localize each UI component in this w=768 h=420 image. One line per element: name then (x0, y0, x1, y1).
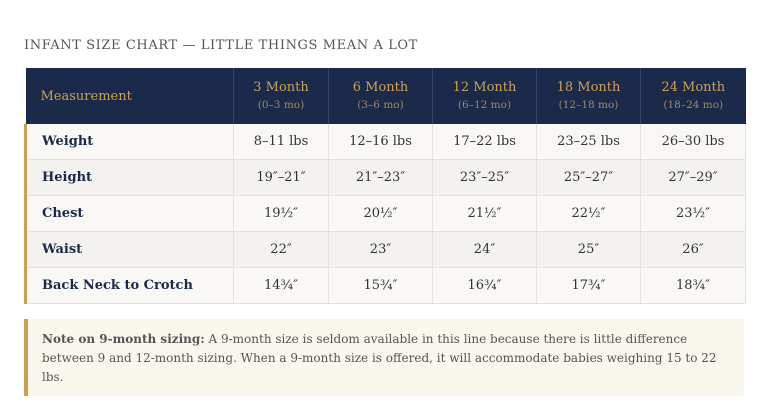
table-cell: 14¾″ (233, 267, 329, 304)
row-label: Waist (24, 231, 234, 268)
column-header: 24 Month (18–24 mo) (640, 68, 746, 124)
size-chart-table: Measurement 3 Month (0–3 mo) 6 Month (3–6 … (24, 68, 746, 304)
column-range: (6–12 mo) (457, 99, 512, 111)
note-heading: Note on 9-month sizing: (42, 332, 205, 346)
row-label: Chest (24, 195, 234, 232)
table-cell: 27″–29″ (640, 159, 746, 196)
table-row: Waist 22″ 23″ 24″ 25″ 26″ (24, 231, 746, 268)
table-header-row: Measurement 3 Month (0–3 mo) 6 Month (3–6 … (25, 68, 746, 124)
table-cell: 17–22 lbs (432, 124, 537, 160)
column-age: 18 Month (556, 80, 621, 95)
column-header: 12 Month (6–12 mo) (432, 68, 537, 124)
page-title: INFANT SIZE CHART — LITTLE THINGS MEAN A… (24, 38, 418, 53)
table-cell: 8–11 lbs (233, 124, 329, 160)
table-cell: 23–25 lbs (536, 124, 641, 160)
table-cell: 24″ (432, 231, 537, 268)
table-cell: 23″ (328, 231, 433, 268)
note-text: A 9-month size is seldom available in th… (42, 332, 717, 384)
column-header: 3 Month (0–3 mo) (233, 68, 329, 124)
table-cell: 23″–25″ (432, 159, 537, 196)
table-cell: 12–16 lbs (328, 124, 433, 160)
table-cell: 23½″ (640, 195, 746, 232)
table-cell: 16¾″ (432, 267, 537, 304)
table-row: Weight 8–11 lbs 12–16 lbs 17–22 lbs 23–2… (24, 124, 746, 160)
table-cell: 22½″ (536, 195, 641, 232)
row-label: Weight (24, 124, 234, 160)
measurement-header: Measurement (25, 68, 234, 124)
column-header: 6 Month (3–6 mo) (328, 68, 433, 124)
table-cell: 26″ (640, 231, 746, 268)
table-cell: 25″–27″ (536, 159, 641, 196)
column-age: 24 Month (661, 80, 726, 95)
table-cell: 21½″ (432, 195, 537, 232)
column-range: (18–24 mo) (663, 99, 724, 111)
row-label: Height (24, 159, 234, 196)
table-row: Back Neck to Crotch 14¾″ 15¾″ 16¾″ 17¾″ … (24, 267, 746, 304)
row-label: Back Neck to Crotch (24, 267, 234, 304)
table-cell: 25″ (536, 231, 641, 268)
column-range: (0–3 mo) (257, 99, 305, 111)
table-cell: 19″–21″ (233, 159, 329, 196)
table-cell: 21″–23″ (328, 159, 433, 196)
sizing-note: Note on 9-month sizing: A 9-month size i… (24, 319, 744, 396)
table-row: Height 19″–21″ 21″–23″ 23″–25″ 25″–27″ 2… (24, 159, 746, 196)
column-range: (3–6 mo) (357, 99, 404, 111)
column-header: 18 Month (12–18 mo) (536, 68, 641, 124)
column-age: 6 Month (352, 80, 409, 95)
column-age: 12 Month (452, 80, 517, 95)
table-cell: 15¾″ (328, 267, 433, 304)
table-cell: 19½″ (233, 195, 329, 232)
table-cell: 22″ (233, 231, 329, 268)
table-cell: 17¾″ (536, 267, 641, 304)
table-cell: 18¾″ (640, 267, 746, 304)
column-range: (12–18 mo) (558, 99, 619, 111)
table-cell: 26–30 lbs (640, 124, 746, 160)
column-age: 3 Month (253, 80, 309, 95)
table-row: Chest 19½″ 20½″ 21½″ 22½″ 23½″ (24, 195, 746, 232)
table-cell: 20½″ (328, 195, 433, 232)
